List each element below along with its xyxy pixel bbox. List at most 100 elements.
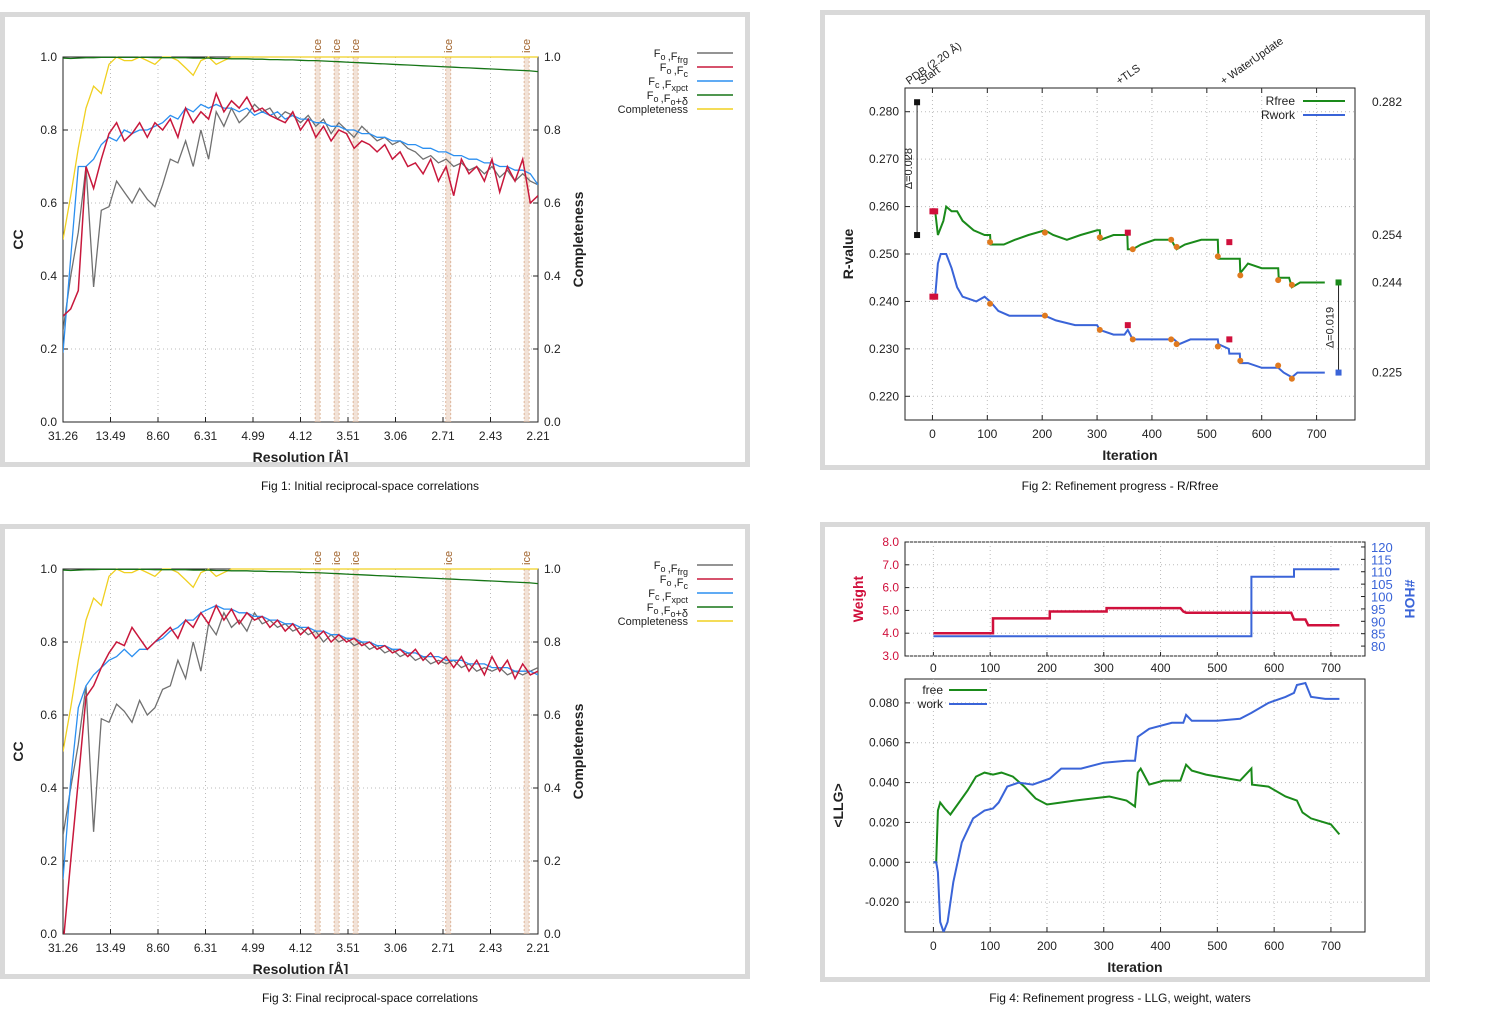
fig4-top-y2tick-label: 85 (1371, 627, 1385, 642)
fig1-y2tick-label: 0.4 (544, 269, 561, 283)
fig1-ice-label: ice (443, 39, 455, 53)
fig3-ice-band (445, 569, 451, 934)
fig2-marker-orange (1129, 246, 1136, 253)
fig3-y2tick-label: 0.0 (544, 927, 561, 941)
fig1-ytick-label: 0.4 (40, 269, 57, 283)
fig1-xtick-label: 3.51 (336, 429, 360, 443)
fig4-top-y2tick-label: 120 (1371, 540, 1393, 555)
fig3-y2label: Completeness (570, 703, 586, 799)
fig2-ytick-label: 0.270 (869, 152, 899, 166)
fig1-xtick-label: 2.71 (431, 429, 455, 443)
fig2-xtick-label: 200 (1032, 427, 1052, 441)
fig4-top-ytick-label: 7.0 (882, 558, 899, 572)
fig1-ice-label: ice (331, 39, 343, 53)
fig3-legend-completeness-label: Completeness (618, 616, 689, 628)
fig4-bottom-xtick-label: 0 (930, 939, 937, 953)
fig3-xtick-label: 4.12 (289, 941, 313, 955)
fig4-top-y2tick-label: 95 (1371, 602, 1385, 617)
fig1-ytick-label: 0.0 (40, 415, 57, 429)
fig3-xtick-label: 4.99 (241, 941, 265, 955)
fig4-top-y2tick-label: 105 (1371, 577, 1393, 592)
fig4-top-ytick-label: 8.0 (882, 535, 899, 549)
fig1-xtick-label: 3.06 (384, 429, 408, 443)
fig1-ice-label: ice (312, 39, 324, 53)
fig4-bottom-frame (904, 678, 1366, 933)
fig3-ylabel: CC (10, 741, 26, 761)
fig2-xlabel: Iteration (1102, 447, 1157, 463)
fig4-top-xtick-label: 500 (1207, 661, 1227, 675)
fig2-top-label: +TLS (1114, 62, 1143, 87)
fig1-ylabel: CC (10, 229, 26, 249)
fig4-bottom-xtick-label: 100 (980, 939, 1000, 953)
fig3-xtick-label: 2.71 (431, 941, 455, 955)
fig2-marker-red (1124, 229, 1131, 236)
fig3-ice-label: ice (312, 551, 324, 565)
fig1-panel: 31.26 13.49 8.60 6.31 4.99 4.12 3.51 3.06 2.71 2.… (0, 12, 750, 467)
fig1-ice-band (315, 57, 321, 422)
fig4-top-xtick-label: 300 (1094, 661, 1114, 675)
fig4-top-xtick-label: 400 (1151, 661, 1171, 675)
fig4-bottom-xtick-label: 200 (1037, 939, 1057, 953)
fig4-top-y2tick-label: 100 (1371, 590, 1393, 605)
fig4-top-xtick-label: 100 (980, 661, 1000, 675)
fig1-xtick-label: 13.49 (95, 429, 125, 443)
fig1-series-fofc (63, 91, 538, 317)
fig4-top-ytick-label: 6.0 (882, 581, 899, 595)
fig4-top-ytick-label: 3.0 (882, 649, 899, 663)
fig2-top-label: + WaterUpdate (1218, 35, 1285, 87)
fig1-series-fcfxpct (63, 103, 538, 353)
fig4-top-xtick-label: 600 (1264, 661, 1284, 675)
fig4-top-y2tick-label: 110 (1371, 565, 1392, 580)
fig3-ice-label: ice (350, 551, 362, 565)
fig3-series-fcfxpct (63, 604, 538, 880)
fig3-y2tick-label: 0.4 (544, 781, 561, 795)
fig1-plot-frame (62, 56, 539, 423)
fig4-bottom-ytick-label: 0.080 (869, 696, 899, 710)
fig2-marker-orange (1288, 281, 1295, 288)
fig4-top-ytick-label: 5.0 (882, 603, 899, 617)
fig2-delta-label: Δ=0.019 (1325, 307, 1337, 348)
fig3-xtick-label: 3.06 (384, 941, 408, 955)
fig4-legend-label: free (922, 683, 943, 697)
fig2-ytick-label: 0.250 (869, 247, 899, 261)
fig2-xtick-label: 400 (1142, 427, 1162, 441)
fig4-bottom-ytick-label: -0.020 (865, 895, 899, 909)
fig3-ytick-label: 0.0 (40, 927, 57, 941)
fig2-legend-label: Rwork (1261, 108, 1296, 122)
fig1-ice-label: ice (521, 39, 533, 53)
fig2-marker-orange (1214, 343, 1221, 350)
fig2-marker-orange (1129, 336, 1136, 343)
fig2-marker-red (1226, 239, 1233, 246)
fig1-xtick-label: 6.31 (194, 429, 218, 443)
fig2-marker-red (1124, 322, 1131, 329)
fig3-ytick-label: 0.6 (40, 708, 57, 722)
fig4-xlabel: Iteration (1107, 959, 1162, 975)
fig3-xtick-label: 8.60 (146, 941, 170, 955)
fig4-top-y2tick-label: 80 (1371, 639, 1385, 654)
fig2-ylabel: R-value (840, 229, 856, 280)
fig3-y2tick-label: 0.2 (544, 854, 561, 868)
fig4-bottom-ytick-label: 0.000 (869, 855, 899, 869)
fig2-right-label: 0.282 (1372, 95, 1402, 109)
fig1-ytick-label: 0.8 (40, 123, 57, 137)
fig2-xtick-label: 300 (1087, 427, 1107, 441)
fig1-series-completeness (63, 56, 538, 240)
fig3-y2tick-label: 0.6 (544, 708, 561, 722)
fig3-xtick-label: 13.49 (95, 941, 125, 955)
fig3-ice-band (315, 569, 321, 934)
fig1-xtick-label: 2.43 (479, 429, 503, 443)
fig4-top-xtick-label: 700 (1321, 661, 1341, 675)
fig2-caption: Fig 2: Refinement progress - R/Rfree (1021, 479, 1219, 493)
fig3-ice-band (334, 569, 340, 934)
fig1-xtick-label: 4.12 (289, 429, 313, 443)
fig1-legend-fofrg-label: Fo ,Ffrg (654, 48, 688, 65)
fig1-y2tick-label: 0.0 (544, 415, 561, 429)
fig1-xtick-label: 31.26 (48, 429, 78, 443)
fig2-marker-orange (1214, 253, 1221, 260)
fig1-ytick-label: 0.2 (40, 342, 57, 356)
fig3-caption: Fig 3: Final reciprocal-space correlatio… (261, 991, 479, 1005)
fig2-panel: 0 100 200 300 400 500 600 700 0.220 0.230 0.240 0.2… (820, 10, 1430, 470)
fig4-top-y2tick-label: 115 (1371, 552, 1392, 567)
fig1-xtick-label: 8.60 (146, 429, 170, 443)
fig3-chart: 31.26 13.49 8.60 6.31 4.99 4.12 3.51 3.06 2.71 2.… (10, 551, 733, 974)
